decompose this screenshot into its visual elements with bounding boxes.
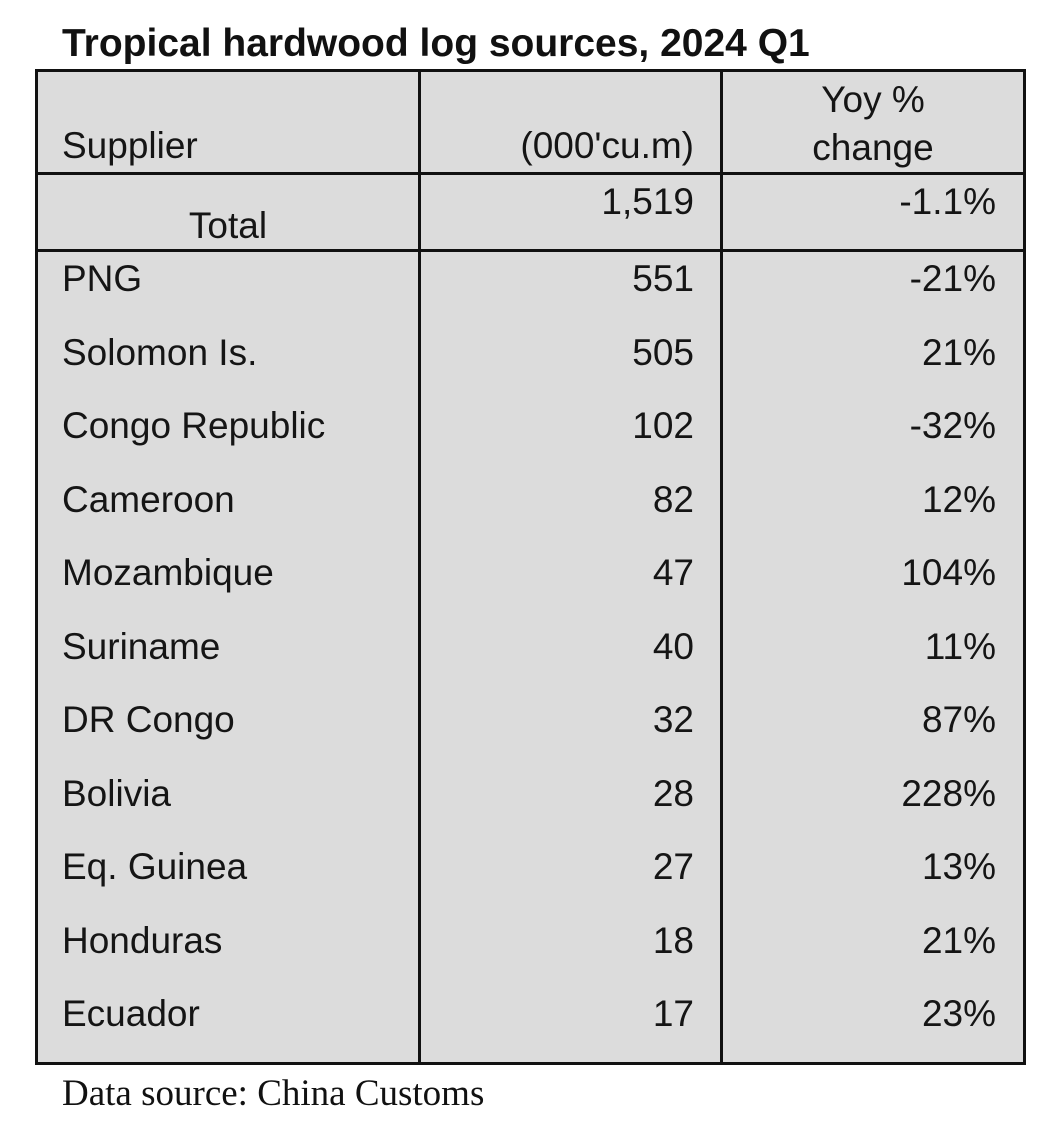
header-volume: (000'cu.m) xyxy=(520,125,694,166)
row-yoy: -21% xyxy=(909,258,996,299)
row-supplier: Eq. Guinea xyxy=(62,846,248,887)
row-volume: 40 xyxy=(652,626,694,667)
row-yoy: -32% xyxy=(909,405,996,446)
row-yoy: 13% xyxy=(921,846,996,887)
row-supplier: Cameroon xyxy=(62,479,235,520)
header-yoy-line2: change xyxy=(812,127,934,168)
column-divider-2 xyxy=(720,69,723,1065)
row-volume: 28 xyxy=(652,773,694,814)
total-divider xyxy=(35,249,1026,252)
header-divider xyxy=(35,172,1026,175)
row-volume: 27 xyxy=(652,846,694,887)
total-yoy: -1.1% xyxy=(899,181,996,222)
row-yoy: 11% xyxy=(924,626,996,667)
row-volume: 505 xyxy=(632,332,694,373)
header-supplier: Supplier xyxy=(62,125,198,166)
data-source-note: Data source: China Customs xyxy=(62,1073,485,1114)
row-supplier: Bolivia xyxy=(62,773,171,814)
row-volume: 18 xyxy=(652,920,694,961)
row-volume: 32 xyxy=(652,699,694,740)
row-supplier: PNG xyxy=(62,258,143,299)
row-volume: 17 xyxy=(652,993,694,1034)
row-supplier: Ecuador xyxy=(62,993,200,1034)
table-title: Tropical hardwood log sources, 2024 Q1 xyxy=(62,22,810,65)
row-supplier: Honduras xyxy=(62,920,223,961)
row-yoy: 12% xyxy=(921,479,996,520)
row-supplier: DR Congo xyxy=(62,699,235,740)
row-volume: 102 xyxy=(632,405,694,446)
row-supplier: Suriname xyxy=(62,626,221,667)
row-yoy: 104% xyxy=(901,552,996,593)
row-yoy: 87% xyxy=(921,699,996,740)
header-yoy: Yoy % change xyxy=(723,76,1023,172)
row-yoy: 23% xyxy=(921,993,996,1034)
row-yoy: 228% xyxy=(901,773,996,814)
header-yoy-line1: Yoy % xyxy=(821,79,925,120)
row-supplier: Congo Republic xyxy=(62,405,326,446)
total-volume: 1,519 xyxy=(601,181,694,222)
row-volume: 551 xyxy=(632,258,694,299)
table-frame xyxy=(35,69,1026,1065)
row-volume: 82 xyxy=(652,479,694,520)
row-yoy: 21% xyxy=(921,920,996,961)
row-supplier: Solomon Is. xyxy=(62,332,258,373)
column-divider-1 xyxy=(418,69,421,1065)
total-label: Total xyxy=(188,205,268,246)
row-supplier: Mozambique xyxy=(62,552,274,593)
row-volume: 47 xyxy=(652,552,694,593)
row-yoy: 21% xyxy=(921,332,996,373)
